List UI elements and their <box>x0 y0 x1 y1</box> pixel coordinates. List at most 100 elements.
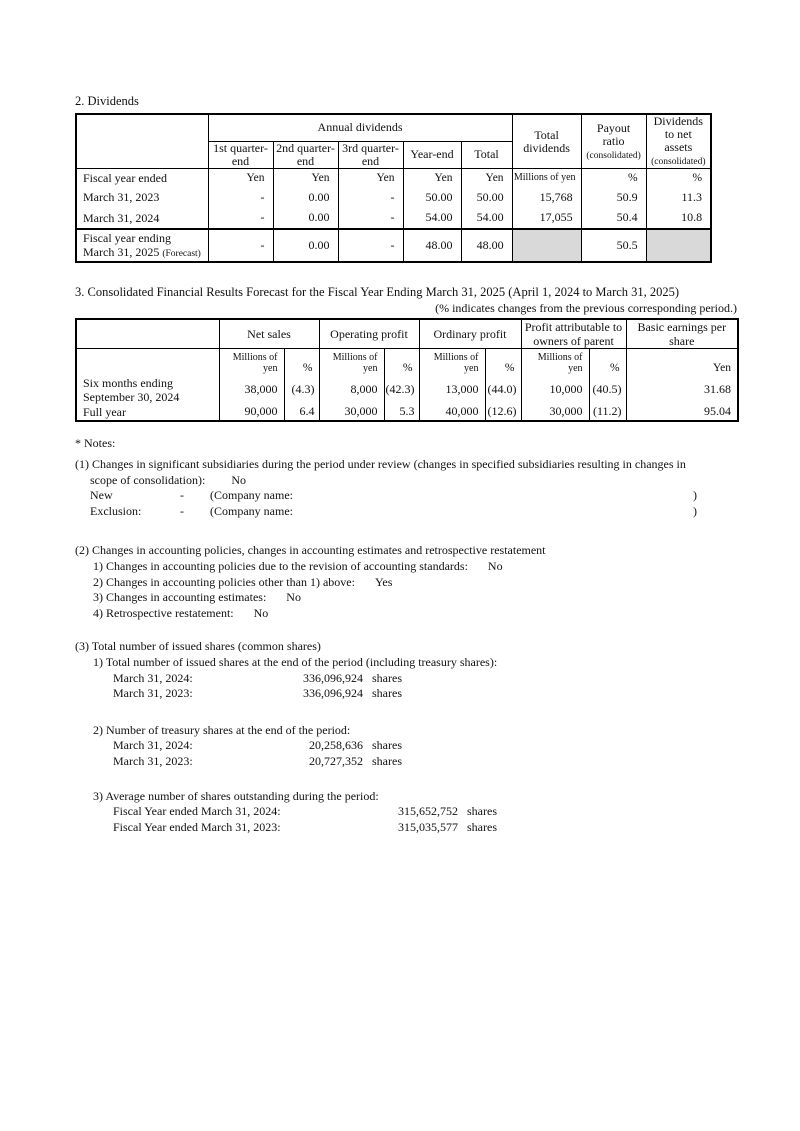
value-cell: (4.3) <box>283 375 319 404</box>
notes-section: * Notes: (1) Changes in significant subs… <box>75 436 755 836</box>
exclusion-dash: - <box>180 503 184 518</box>
unit-cell: % <box>588 348 627 376</box>
share-row-label: March 31, 2023: <box>113 686 193 701</box>
unit-cell: Millions of yen <box>318 348 384 376</box>
value-cell: 54.00 <box>460 207 513 229</box>
note1-line1: (1) Changes in significant subsidiaries … <box>75 457 686 472</box>
unit-cell: % <box>283 348 319 376</box>
note3-title: (3) Total number of issued shares (commo… <box>75 639 321 654</box>
value-cell: 95.04 <box>625 403 739 421</box>
note2-item-answer: No <box>286 590 301 605</box>
new-label: New <box>90 488 113 503</box>
value-cell: 50.00 <box>402 186 461 208</box>
value-cell: (12.6) <box>484 403 522 421</box>
forecast-header-row: Net sales Operating profit Ordinary prof… <box>75 318 739 349</box>
value-cell: - <box>207 227 273 262</box>
value-cell: - <box>207 186 273 208</box>
note2-item-answer: No <box>253 605 269 620</box>
note3-sub2-title: 2) Number of treasury shares at the end … <box>93 722 351 737</box>
col-header-year-end: Year-end <box>402 141 461 170</box>
dividends-units-row: Fiscal year ended Yen Yen Yen Yen Yen Mi… <box>75 168 712 187</box>
payout-ratio-consolidated-note: (consolidated) <box>586 150 641 161</box>
share-count: 20,258,636 <box>309 738 363 753</box>
dividends-corner-cell <box>75 114 208 169</box>
value-cell: (11.2) <box>588 403 627 421</box>
col-header-net-sales: Net sales <box>218 318 319 349</box>
note2-item-label: 1) Changes in accounting policies due to… <box>93 559 468 574</box>
value-cell: - <box>337 186 403 208</box>
unit-cell: Millions of yen <box>520 348 590 376</box>
share-count: 315,652,752 <box>398 804 458 819</box>
company-name-label: (Company name: <box>210 488 293 503</box>
unit-cell: % <box>645 168 712 187</box>
share-row: March 31, 2023: 20,727,352 shares <box>113 754 755 770</box>
dividends-row-fy2023: March 31, 2023 - 0.00 - 50.00 50.00 15,7… <box>75 186 712 208</box>
row-label: Fiscal year ended <box>75 168 208 187</box>
row-label: March 31, 2024 <box>75 207 208 229</box>
dividends-header-row-2: 1st quarter-end 2nd quarter-end 3rd quar… <box>76 141 711 170</box>
share-count: 336,096,924 <box>303 686 363 701</box>
col-header-1st-quarter-end: 1st quarter-end <box>207 141 273 170</box>
value-cell: 5.3 <box>383 403 419 421</box>
value-cell: 38,000 <box>218 375 284 404</box>
value-cell: - <box>337 227 403 262</box>
value-cell: - <box>337 207 403 229</box>
total-dividends-label: Total dividends <box>523 127 570 155</box>
share-count: 336,096,924 <box>303 670 363 685</box>
share-row: Fiscal Year ended March 31, 2024: 315,652… <box>113 804 755 820</box>
value-cell: 50.9 <box>580 186 647 208</box>
share-row: March 31, 2023: 336,096,924 shares <box>113 686 755 702</box>
payout-ratio-header: Payout ratio (consolidated) <box>580 114 647 169</box>
value-cell: 10,000 <box>520 375 590 404</box>
unit-cell: Yen <box>272 168 338 187</box>
value-cell: - <box>207 207 273 229</box>
note1-line2: scope of consolidation): No <box>90 473 755 489</box>
dividends-net-assets-label: Dividends to net assets <box>653 114 703 154</box>
note1-new-row: New - (Company name: ) <box>90 488 697 504</box>
percent-change-note: (% indicates changes from the previous c… <box>435 300 737 315</box>
share-unit: shares <box>372 686 402 701</box>
value-cell: 50.00 <box>460 186 513 208</box>
value-cell: 40,000 <box>418 403 485 421</box>
note1-answer: No <box>231 472 246 487</box>
dividends-header-row-1: Annual dividends Total dividends Payout … <box>75 114 712 169</box>
dividends-forecast-row: Fiscal year ending March 31, 2025 (Forec… <box>75 227 712 262</box>
row-label: March 31, 2023 <box>75 186 208 208</box>
value-cell: 0.00 <box>272 207 338 229</box>
share-count: 315,035,577 <box>398 819 458 834</box>
unit-cell: Yen <box>337 168 403 187</box>
col-header-total: Total <box>460 141 513 170</box>
spacer <box>293 488 693 504</box>
note2-title: (2) Changes in accounting policies, chan… <box>75 543 546 558</box>
share-row: March 31, 2024: 336,096,924 shares <box>113 671 755 687</box>
forecast-table: Net sales Operating profit Ordinary prof… <box>75 317 740 422</box>
value-cell: (44.0) <box>484 375 522 404</box>
value-cell: 0.00 <box>272 186 338 208</box>
row-label: Fiscal year ending March 31, 2025 (Forec… <box>75 227 208 262</box>
note2-item: 2) Changes in accounting policies other … <box>93 575 755 591</box>
dividends-net-assets-header: Dividends to net assets (consolidated) <box>645 114 712 169</box>
notes-heading: * Notes: <box>75 435 116 450</box>
spacer <box>293 504 693 520</box>
value-cell: 50.5 <box>580 227 647 262</box>
share-unit: shares <box>467 804 497 819</box>
value-cell: 30,000 <box>520 403 590 421</box>
forecast-row-six-months: Six months ending September 30, 2024 38,… <box>75 375 739 404</box>
value-cell: (40.5) <box>588 375 627 404</box>
forecast-row-full-year: Full year 90,000 6.4 30,000 5.3 40,000 (… <box>75 403 739 421</box>
note2-item-answer: Yes <box>374 574 393 589</box>
exclusion-label: Exclusion: <box>90 503 142 518</box>
note2-item-answer: No <box>487 559 503 574</box>
value-cell: 17,055 <box>511 207 582 229</box>
share-row-label: Fiscal Year ended March 31, 2024: <box>113 804 281 819</box>
unit-cell: Millions of yen <box>218 348 284 376</box>
note2-item-label: 4) Retrospective restatement: <box>93 605 234 620</box>
close-paren: ) <box>693 488 697 503</box>
note1-line2-label: scope of consolidation): <box>90 472 206 487</box>
col-header-3rd-quarter-end: 3rd quarter-end <box>337 141 403 170</box>
value-cell: 48.00 <box>460 227 513 262</box>
dividends-row-fy2024: March 31, 2024 - 0.00 - 54.00 54.00 17,0… <box>75 207 712 229</box>
unit-cell: Yen <box>460 168 513 187</box>
note3-sub1-title: 1) Total number of issued shares at the … <box>93 655 498 670</box>
value-cell: 11.3 <box>645 186 712 208</box>
